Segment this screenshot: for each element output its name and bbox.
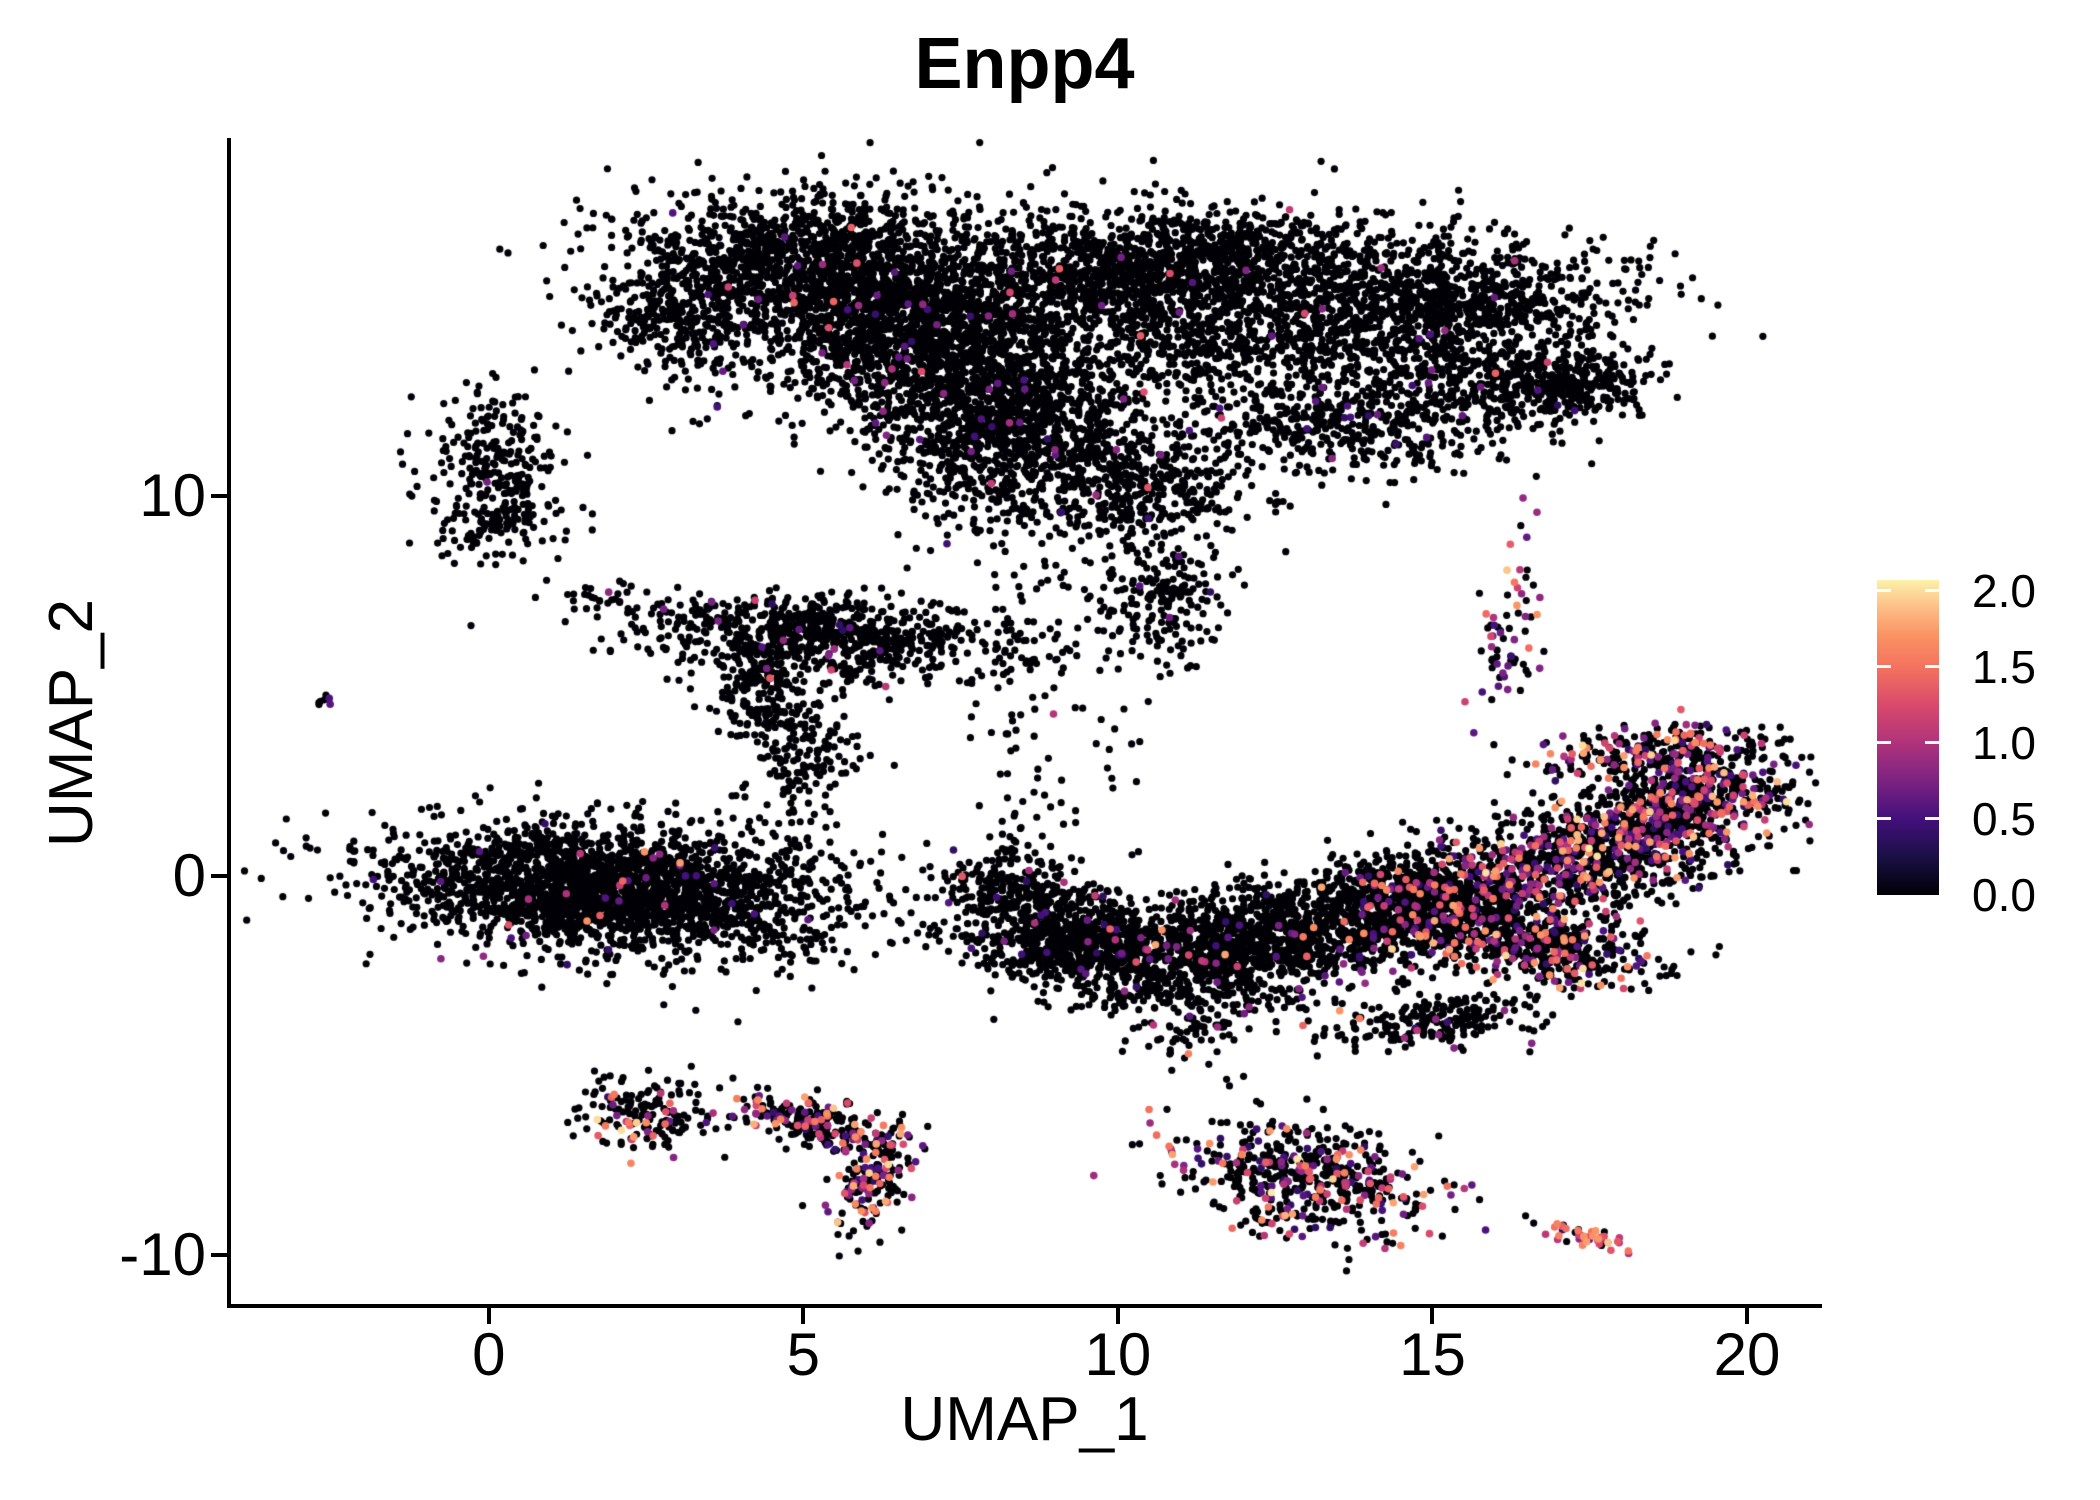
colorbar-tick-mark (1877, 741, 1891, 745)
colorbar-tick-label: 1.5 (1972, 640, 2036, 693)
plot-title: Enpp4 (914, 24, 1135, 104)
colorbar-tick-mark (1877, 589, 1891, 593)
y-tick-label: 0 (172, 841, 206, 909)
colorbar-tick-mark (1925, 665, 1939, 669)
y-tick-mark (211, 1253, 229, 1258)
x-tick-label: 0 (472, 1321, 506, 1388)
x-axis-title: UMAP_1 (900, 1385, 1149, 1454)
colorbar-tick-mark (1925, 589, 1939, 593)
y-axis-line (227, 138, 231, 1308)
y-tick-mark (211, 873, 229, 878)
colorbar-tick-mark (1877, 665, 1891, 669)
x-tick-mark (486, 1306, 491, 1324)
x-tick-label: 20 (1713, 1321, 1781, 1388)
x-tick-label: 5 (786, 1321, 821, 1388)
x-tick-label: 10 (1084, 1321, 1152, 1388)
y-tick-label: 10 (139, 462, 206, 530)
x-axis-line (227, 1304, 1822, 1308)
x-tick-label: 15 (1399, 1321, 1466, 1388)
colorbar-tick-mark (1925, 741, 1939, 745)
x-tick-mark (801, 1306, 806, 1324)
expression-colorbar (1877, 580, 1939, 895)
colorbar-tick-label: 0.0 (1972, 869, 2036, 921)
x-tick-mark (1745, 1306, 1750, 1324)
y-axis-title: UMAP_2 (37, 598, 106, 848)
x-tick-mark (1115, 1306, 1120, 1324)
x-tick-mark (1430, 1306, 1435, 1324)
colorbar-tick-mark (1925, 817, 1939, 821)
colorbar-tick-label: 1.0 (1972, 716, 2036, 769)
colorbar-tick-label: 0.5 (1972, 792, 2036, 845)
y-tick-label: -10 (119, 1221, 206, 1289)
colorbar-tick-mark (1877, 817, 1891, 821)
colorbar-tick-label: 2.0 (1972, 564, 2036, 617)
y-tick-mark (211, 494, 229, 499)
